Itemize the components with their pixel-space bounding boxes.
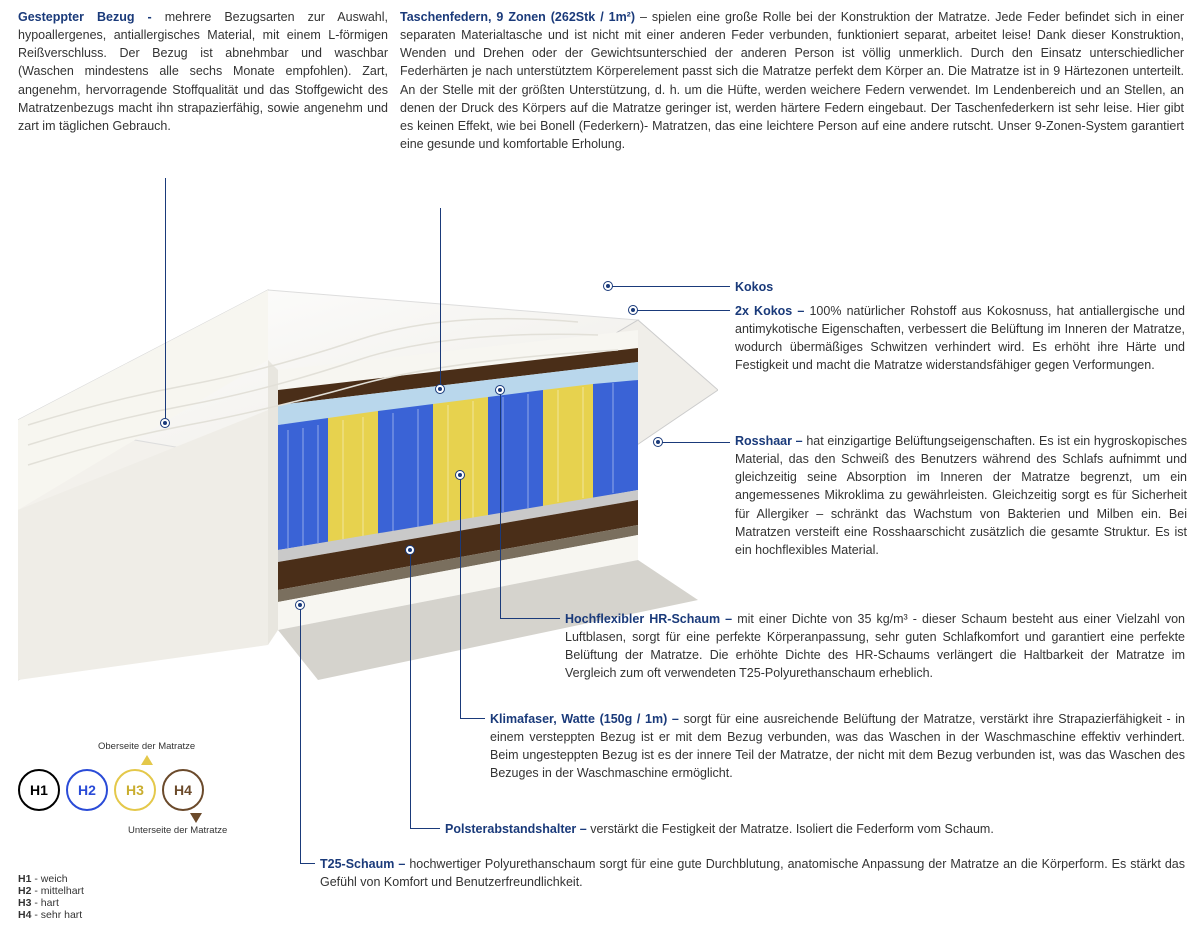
arrow-up-icon: [141, 755, 153, 765]
quilted-cover-body: mehrere Bezugsarten zur Auswahl, hypoall…: [18, 10, 388, 133]
hardness-h4: H4: [162, 769, 204, 811]
label-t25-title: T25-Schaum –: [320, 857, 409, 871]
label-hrschaum: Hochflexibler HR-Schaum – mit einer Dich…: [565, 610, 1185, 683]
label-kokos2: 2x Kokos – 100% natürlicher Rohstoff aus…: [735, 302, 1185, 375]
hardness-legend: Oberseite der Matratze H1 H2 H3 H4 Unter…: [18, 741, 278, 921]
leader-line: [460, 718, 485, 719]
leader-dot: [160, 418, 170, 428]
leader-line: [500, 618, 560, 619]
pocket-springs-text: Taschenfedern, 9 Zonen (262Stk / 1m²) – …: [400, 8, 1184, 153]
arrow-down-icon: [190, 813, 202, 823]
leader-line: [300, 605, 301, 863]
leader-dot: [603, 281, 613, 291]
label-polster-title: Polsterabstandshalter –: [445, 822, 590, 836]
hardness-list: H1 - weich H2 - mittelhart H3 - hart H4 …: [18, 873, 278, 921]
leader-line: [460, 475, 461, 718]
hardness-h1: H1: [18, 769, 60, 811]
leader-line: [300, 863, 315, 864]
leader-dot: [435, 384, 445, 394]
leader-line: [440, 208, 441, 386]
label-t25-body: hochwertiger Polyurethanschaum sorgt für…: [320, 857, 1185, 889]
quilted-cover-text: Gesteppter Bezug - mehrere Bezugsarten z…: [18, 8, 388, 135]
label-rosshaar-body: hat einzigartige Belüftungseigenschaften…: [735, 434, 1187, 557]
label-kokos-title: Kokos: [735, 280, 773, 294]
hardness-h3: H3: [114, 769, 156, 811]
label-hrschaum-title: Hochflexibler HR-Schaum –: [565, 612, 737, 626]
leader-dot: [295, 600, 305, 610]
leader-line: [410, 828, 440, 829]
label-klimafaser: Klimafaser, Watte (150g / 1m) – sorgt fü…: [490, 710, 1185, 783]
label-klimafaser-title: Klimafaser, Watte (150g / 1m) –: [490, 712, 684, 726]
leader-dot: [628, 305, 638, 315]
leader-line: [610, 286, 730, 287]
leader-dot: [405, 545, 415, 555]
leader-line: [500, 390, 501, 618]
leader-line: [165, 178, 166, 420]
legend-top-caption: Oberseite der Matratze: [98, 741, 195, 752]
leader-line: [635, 310, 730, 311]
legend-bottom-caption: Unterseite der Matratze: [128, 825, 227, 836]
label-t25: T25-Schaum – hochwertiger Polyurethansch…: [320, 855, 1185, 891]
leader-dot: [455, 470, 465, 480]
pocket-springs-title: Taschenfedern, 9 Zonen (262Stk / 1m²): [400, 10, 640, 24]
leader-dot: [653, 437, 663, 447]
leader-line: [660, 442, 730, 443]
hardness-h2: H2: [66, 769, 108, 811]
label-kokos: Kokos: [735, 278, 935, 296]
leader-line: [410, 550, 411, 828]
label-polster: Polsterabstandshalter – verstärkt die Fe…: [445, 820, 1185, 838]
label-rosshaar-title: Rosshaar –: [735, 434, 806, 448]
quilted-cover-title: Gesteppter Bezug -: [18, 10, 165, 24]
label-rosshaar: Rosshaar – hat einzigartige Belüftungsei…: [735, 432, 1187, 559]
leader-dot: [495, 385, 505, 395]
label-polster-body: verstärkt die Festigkeit der Matratze. I…: [590, 822, 994, 836]
label-kokos2-title: 2x Kokos –: [735, 304, 809, 318]
pocket-springs-body: – spielen eine große Rolle bei der Konst…: [400, 10, 1184, 151]
